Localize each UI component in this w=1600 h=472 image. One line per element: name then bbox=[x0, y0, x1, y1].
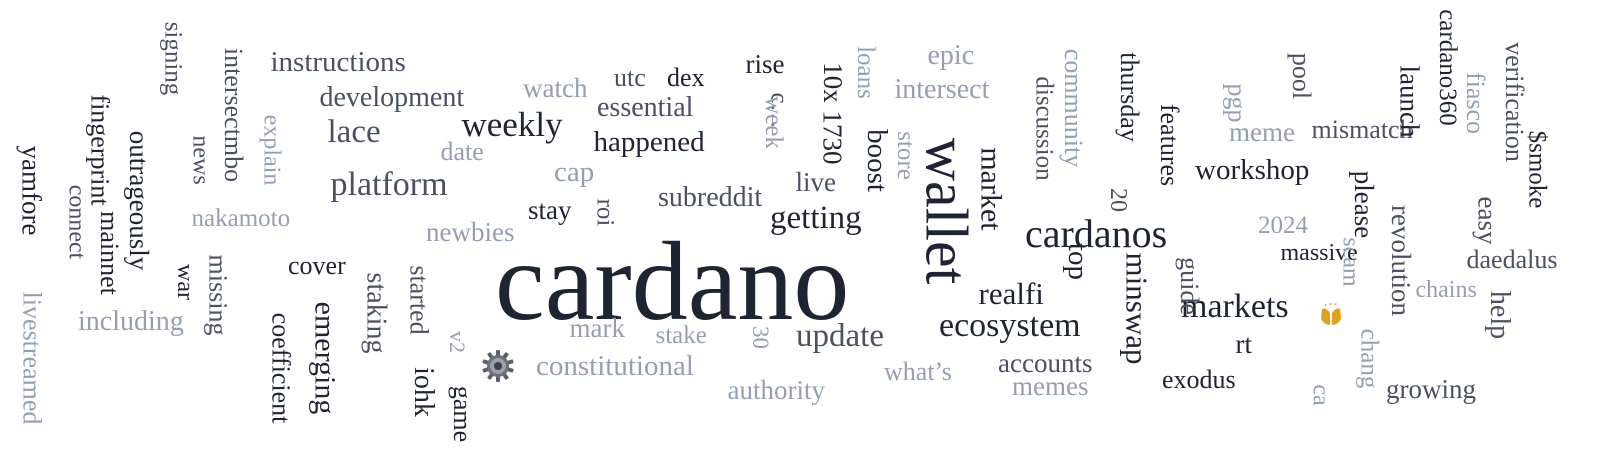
word-market: market bbox=[974, 147, 1008, 231]
word-connect: connect bbox=[62, 184, 89, 260]
word-newbies: newbies bbox=[426, 216, 515, 247]
word-iohk: iohk bbox=[407, 367, 439, 417]
word-easy: easy bbox=[1472, 196, 1503, 244]
word-intersect: intersect bbox=[894, 74, 990, 105]
word-subreddit: subreddit bbox=[658, 182, 763, 213]
word-chang: chang bbox=[1355, 328, 1383, 388]
word-features: features bbox=[1155, 103, 1185, 187]
word-dex: dex bbox=[667, 63, 705, 92]
word-explain: explain bbox=[257, 114, 284, 186]
word-realfi: realfi bbox=[978, 275, 1044, 311]
word-top: top bbox=[1061, 242, 1094, 280]
word-platform: platform bbox=[330, 166, 448, 203]
word-chains: chains bbox=[1415, 277, 1477, 303]
word-community: community bbox=[1059, 48, 1089, 168]
word-memes: memes bbox=[1012, 370, 1089, 401]
word-massive: massive bbox=[1280, 240, 1358, 266]
gear-icon bbox=[482, 350, 514, 382]
clapping-hands-icon bbox=[1321, 303, 1341, 325]
word-stake: stake bbox=[655, 321, 707, 349]
word-stay: stay bbox=[528, 194, 572, 225]
word-growing: growing bbox=[1386, 373, 1476, 404]
word-constitutional: constitutional bbox=[536, 349, 694, 382]
word-markets: markets bbox=[1181, 288, 1289, 325]
word-week: week bbox=[759, 95, 787, 149]
word-accounts: accounts bbox=[998, 347, 1093, 378]
word-intersectmbo: intersectmbo bbox=[219, 47, 249, 183]
word-1730: 1730 bbox=[817, 110, 848, 164]
word-fiasco: fiasco bbox=[1461, 71, 1491, 135]
word-guide: guide bbox=[1174, 257, 1204, 315]
word-cardano360: cardano360 bbox=[1433, 8, 1461, 126]
word-news: news bbox=[187, 135, 214, 185]
word-discussion: discussion bbox=[1030, 75, 1058, 181]
word-coefficient: coefficient bbox=[265, 312, 295, 424]
word-happened: happened bbox=[593, 125, 705, 158]
word-revolution: revolution bbox=[1385, 204, 1416, 316]
word-weekly: weekly bbox=[461, 104, 563, 144]
word-roi: roi bbox=[591, 198, 619, 226]
word-date: date bbox=[440, 137, 484, 166]
word-30: 30 bbox=[747, 325, 773, 349]
word-2024: 2024 bbox=[1258, 211, 1308, 239]
word-v2: v2 bbox=[445, 331, 470, 353]
word-including: including bbox=[78, 306, 184, 337]
word-rt: rt bbox=[1235, 328, 1253, 359]
word-nakamoto: nakamoto bbox=[191, 204, 291, 232]
word-instructions: instructions bbox=[270, 45, 406, 78]
word-meme: meme bbox=[1229, 116, 1295, 147]
word-cardanos: cardanos bbox=[1025, 211, 1168, 256]
word-pool: pool bbox=[1287, 52, 1317, 100]
word-store: store bbox=[891, 130, 919, 180]
word-started: started bbox=[404, 265, 434, 335]
word-live: live bbox=[795, 166, 837, 197]
word-war: war bbox=[171, 264, 198, 300]
word-daedalus: daedalus bbox=[1466, 245, 1558, 274]
word-getting: getting bbox=[770, 199, 862, 236]
word-fingerprint: fingerprint bbox=[85, 94, 115, 206]
word-authority: authority bbox=[727, 374, 825, 405]
word-wallet: wallet bbox=[912, 137, 979, 285]
word-mainnet: mainnet bbox=[94, 211, 124, 295]
word-thursday: thursday bbox=[1114, 52, 1144, 142]
word-20: 20 bbox=[1105, 188, 1131, 212]
word-ecosystem: ecosystem bbox=[939, 307, 1081, 344]
word-signing: signing bbox=[159, 21, 187, 95]
word-exodus: exodus bbox=[1162, 365, 1236, 394]
word-development: development bbox=[319, 82, 465, 113]
word-workshop: workshop bbox=[1195, 153, 1310, 186]
word-update: update bbox=[796, 317, 884, 354]
word-watch: watch bbox=[523, 72, 588, 103]
word-livestreamed: livestreamed bbox=[16, 291, 46, 425]
word-game: game bbox=[448, 385, 478, 443]
word-emerging: emerging bbox=[307, 301, 341, 415]
word-what-s: what’s bbox=[884, 357, 952, 386]
word-outrageously: outrageously bbox=[123, 130, 154, 270]
word-essential: essential bbox=[597, 92, 694, 123]
word-staking: staking bbox=[359, 272, 391, 354]
word-yamfore: yamfore bbox=[16, 145, 47, 235]
word-10x: 10x bbox=[817, 61, 848, 103]
word-cover: cover bbox=[288, 251, 346, 280]
word-smoke: $smoke bbox=[1523, 130, 1551, 208]
word-mark: mark bbox=[569, 312, 625, 343]
word-ca: ca bbox=[1307, 384, 1334, 406]
word-lace: lace bbox=[327, 113, 381, 150]
word-scam: scam bbox=[1337, 237, 1364, 287]
word-cap: cap bbox=[554, 155, 595, 188]
word-mismatch: mismatch bbox=[1311, 115, 1413, 144]
word-missing: missing bbox=[202, 254, 232, 336]
word-please: please bbox=[1348, 170, 1379, 238]
word-rise: rise bbox=[745, 48, 785, 79]
word-boost: boost bbox=[860, 128, 893, 192]
word-launch: launch bbox=[1394, 65, 1425, 137]
word-epic: epic bbox=[927, 40, 975, 71]
word-help: help bbox=[1484, 290, 1516, 340]
word-loans: loans bbox=[851, 45, 879, 99]
word-minswap: minswap bbox=[1119, 252, 1155, 364]
word-utc: utc bbox=[614, 63, 646, 92]
word-cardano: cardano bbox=[495, 220, 850, 344]
